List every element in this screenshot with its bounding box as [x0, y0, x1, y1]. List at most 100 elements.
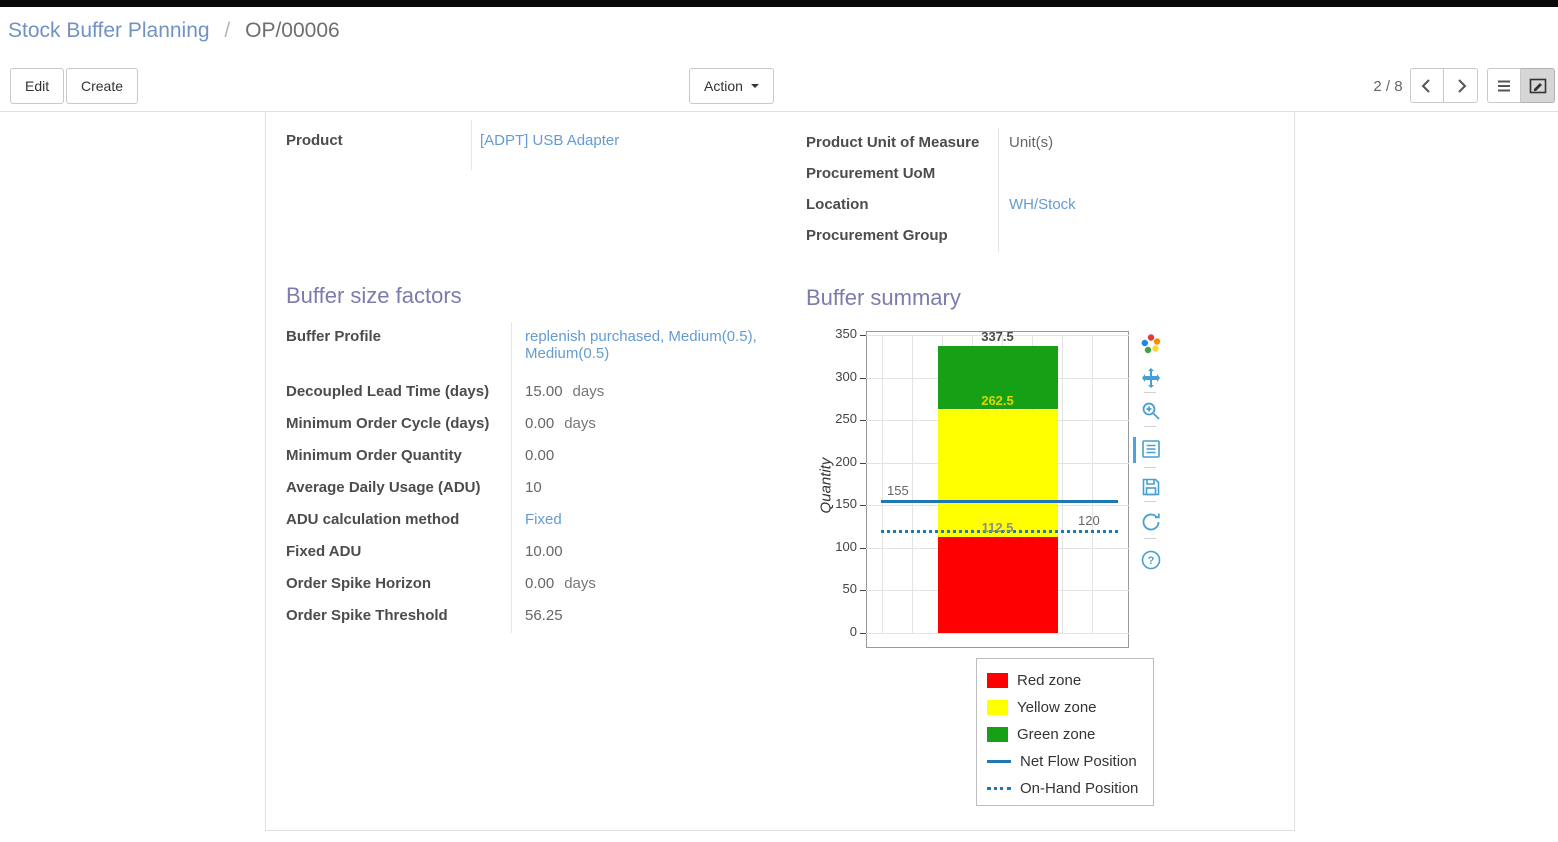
y-tick-label: 200 — [835, 453, 857, 469]
field-label-procurement-group: Procurement Group — [806, 227, 948, 244]
field-label-buffer-profile: Buffer Profile — [286, 328, 382, 345]
buffer-summary-heading: Buffer summary — [806, 285, 961, 310]
field-group-right: Product Unit of Measure Unit(s) Procurem… — [806, 128, 1286, 252]
field-row-dlt: Decoupled Lead Time (days) 15.00 days — [286, 377, 776, 409]
yellow-zone-bar — [937, 409, 1058, 538]
y-tick-mark — [860, 590, 866, 592]
field-row-adu: Average Daily Usage (ADU) 10 — [286, 473, 776, 505]
field-label-location: Location — [806, 196, 869, 213]
save-icon[interactable] — [1140, 476, 1162, 498]
y-tick-mark — [860, 462, 866, 464]
field-label-min-order-qty: Minimum Order Quantity — [286, 447, 462, 464]
field-label-adu-method: ADU calculation method — [286, 511, 460, 528]
pan-icon[interactable] — [1140, 367, 1162, 389]
help-icon[interactable]: ? — [1140, 549, 1162, 571]
net-flow-line-swatch — [987, 760, 1011, 763]
field-label-uom: Product Unit of Measure — [806, 134, 980, 151]
field-label-dlt: Decoupled Lead Time (days) — [286, 383, 490, 400]
chevron-right-icon — [1457, 78, 1466, 93]
field-label-spike-horizon: Order Spike Horizon — [286, 575, 432, 592]
field-row-min-order-qty: Minimum Order Quantity 0.00 — [286, 441, 776, 473]
y-axis-title: Quantity — [817, 457, 835, 514]
field-label-fixed-adu: Fixed ADU — [286, 543, 362, 560]
gridline-v — [882, 335, 883, 633]
pager-buttons — [1410, 68, 1478, 103]
field-value-dlt: 15.00 days — [511, 377, 763, 409]
field-row-product: Product [ADPT] USB Adapter — [286, 120, 766, 170]
create-button[interactable]: Create — [66, 68, 139, 104]
list-view-button[interactable] — [1487, 68, 1521, 103]
form-view-button[interactable] — [1521, 68, 1555, 103]
chevron-left-icon — [1421, 78, 1430, 93]
zoom-icon[interactable] — [1140, 400, 1162, 422]
net-flow-position-line — [881, 500, 1118, 504]
svg-text:?: ? — [1148, 555, 1155, 567]
red-zone-swatch — [987, 673, 1008, 688]
field-row-procurement-uom: Procurement UoM — [806, 159, 1286, 190]
y-tick-mark — [860, 547, 866, 549]
y-tick-mark — [860, 335, 866, 336]
field-row-buffer-profile: Buffer Profile replenish purchased, Medi… — [286, 322, 776, 377]
field-row-location: Location WH/Stock — [806, 190, 1286, 221]
control-panel: Stock Buffer Planning / OP/00006 Edit Cr… — [0, 7, 1558, 112]
chevron-down-icon — [750, 84, 759, 88]
field-value-location: WH/Stock — [998, 190, 1283, 221]
legend-item-on-hand: On-Hand Position — [987, 775, 1153, 802]
field-value-adu-method: Fixed — [511, 505, 763, 537]
field-value-min-order-cycle: 0.00 days — [511, 409, 763, 441]
field-value-min-order-qty: 0.00 — [511, 441, 763, 473]
line-value-label: 120 — [1078, 512, 1100, 528]
breadcrumb-current: OP/00006 — [245, 19, 340, 42]
location-link[interactable]: WH/Stock — [1009, 196, 1076, 213]
zone-boundary-label: 262.5 — [981, 392, 1014, 408]
green-zone-swatch — [987, 727, 1008, 742]
field-value-procurement-uom — [998, 159, 1283, 190]
field-row-min-order-cycle: Minimum Order Cycle (days) 0.00 days — [286, 409, 776, 441]
field-value-uom: Unit(s) — [998, 128, 1283, 159]
product-link[interactable]: [ADPT] USB Adapter — [480, 132, 620, 149]
field-label-spike-threshold: Order Spike Threshold — [286, 607, 448, 624]
field-value-adu: 10 — [511, 473, 763, 505]
field-value-buffer-profile: replenish purchased, Medium(0.5), Medium… — [511, 322, 763, 377]
toolbox-divider — [1144, 467, 1156, 468]
y-tick-label: 350 — [835, 326, 857, 341]
buffer-profile-link[interactable]: replenish purchased, Medium(0.5), Medium… — [525, 328, 757, 362]
y-tick-mark — [860, 633, 866, 634]
toolbox-divider — [1144, 426, 1156, 427]
field-value-product: [ADPT] USB Adapter — [471, 120, 761, 170]
legend-item-red-zone: Red zone — [987, 667, 1153, 694]
action-label: Action — [704, 78, 743, 94]
breadcrumb-link[interactable]: Stock Buffer Planning — [8, 19, 210, 42]
adu-method-link[interactable]: Fixed — [525, 511, 562, 528]
field-row-adu-method: ADU calculation method Fixed — [286, 505, 776, 537]
gridline-v — [1092, 335, 1093, 633]
buffer-size-factors-heading: Buffer size factors — [286, 283, 462, 308]
form-icon — [1529, 78, 1546, 93]
pager-next-button[interactable] — [1444, 68, 1478, 103]
edit-button[interactable]: Edit — [10, 68, 65, 104]
field-row-procurement-group: Procurement Group — [806, 221, 1286, 252]
action-dropdown-button[interactable]: Action — [689, 68, 774, 104]
buffer-summary-chart: Quantity — [806, 322, 1276, 842]
palette-icon[interactable] — [1140, 333, 1162, 355]
field-row-uom: Product Unit of Measure Unit(s) — [806, 128, 1286, 159]
breadcrumb-separator: / — [224, 19, 231, 42]
refresh-icon[interactable] — [1140, 511, 1162, 533]
y-tick-label: 300 — [835, 368, 857, 384]
y-tick-label: 50 — [842, 581, 857, 597]
y-tick-mark — [860, 377, 866, 379]
line-value-label: 155 — [887, 483, 909, 499]
field-label-procurement-uom: Procurement UoM — [806, 165, 936, 182]
field-row-fixed-adu: Fixed ADU 10.00 — [286, 537, 776, 569]
plot-frame — [866, 331, 1129, 648]
chart-legend: Red zone Yellow zone Green zone Net Flow… — [976, 658, 1154, 806]
top-navbar — [0, 0, 1558, 7]
gridline-h — [866, 633, 1129, 634]
data-view-icon[interactable] — [1140, 438, 1162, 460]
red-zone-bar — [937, 537, 1058, 633]
zone-boundary-label: 337.5 — [981, 328, 1014, 344]
gridline-v — [912, 335, 913, 633]
pager-prev-button[interactable] — [1410, 68, 1444, 103]
view-switcher — [1487, 68, 1555, 103]
